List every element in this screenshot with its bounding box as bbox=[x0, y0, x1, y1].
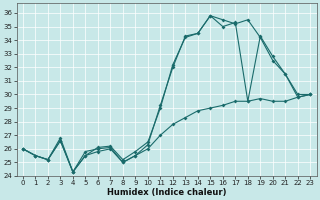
X-axis label: Humidex (Indice chaleur): Humidex (Indice chaleur) bbox=[107, 188, 226, 197]
